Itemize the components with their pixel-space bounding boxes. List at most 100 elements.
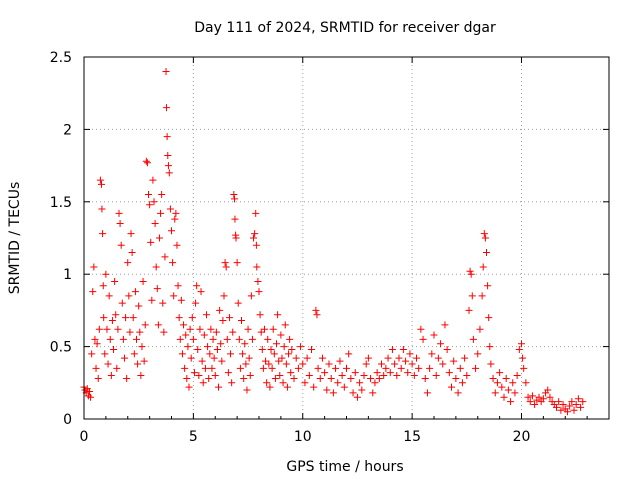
data-point: [115, 209, 123, 217]
data-point: [258, 345, 266, 353]
data-point: [239, 350, 247, 358]
data-point: [292, 354, 300, 362]
data-point: [504, 386, 512, 394]
data-point: [129, 314, 137, 322]
data-point: [509, 379, 517, 387]
data-point: [184, 343, 192, 351]
data-point: [413, 354, 420, 362]
y-tick-label: 1: [63, 267, 72, 283]
data-point: [118, 299, 126, 307]
data-point: [103, 325, 111, 333]
data-point: [90, 263, 98, 271]
data-point: [486, 343, 494, 351]
data-point: [384, 354, 392, 362]
data-point: [469, 335, 477, 343]
data-point: [134, 360, 142, 368]
data-point: [265, 360, 273, 368]
data-point: [117, 241, 125, 249]
data-point: [371, 379, 379, 387]
data-point: [206, 350, 214, 358]
data-point: [518, 340, 525, 348]
data-point: [299, 360, 307, 368]
data-point: [373, 369, 381, 377]
data-point: [107, 372, 115, 380]
data-point: [215, 383, 223, 391]
data-point: [343, 364, 350, 372]
data-point: [277, 331, 285, 339]
data-point: [152, 263, 160, 271]
data-point: [108, 317, 116, 325]
data-point: [481, 234, 489, 242]
data-point: [110, 345, 118, 353]
data-point: [364, 354, 372, 362]
data-point: [242, 360, 250, 368]
data-point: [312, 306, 320, 314]
data-point: [128, 248, 136, 256]
data-point: [316, 374, 324, 382]
data-point: [255, 288, 263, 296]
data-point: [282, 360, 290, 368]
data-point: [485, 314, 493, 322]
data-point: [124, 259, 132, 267]
data-point: [173, 241, 181, 249]
data-point: [358, 386, 366, 394]
data-point: [149, 176, 157, 184]
chart-title: Day 111 of 2024, SRMTID for receiver dga…: [194, 20, 496, 36]
data-point: [88, 350, 96, 358]
data-point: [338, 372, 346, 380]
data-point: [434, 354, 442, 362]
data-point: [163, 133, 171, 141]
data-point: [378, 360, 385, 368]
data-point: [519, 354, 527, 362]
data-point: [410, 372, 418, 380]
data-point: [480, 230, 488, 238]
data-point: [217, 340, 225, 348]
data-point: [122, 314, 130, 322]
data-point: [271, 374, 279, 382]
data-point: [159, 299, 167, 307]
data-point: [423, 389, 431, 397]
data-point: [276, 372, 284, 380]
data-point: [313, 311, 321, 319]
data-point: [274, 311, 282, 319]
data-point: [101, 350, 109, 358]
data-point: [428, 350, 436, 358]
data-point: [443, 345, 451, 353]
tick-labels: 0 5 10 15 20 0 0.5 1 1.5 2 2.5: [50, 50, 531, 445]
data-point: [297, 343, 305, 351]
data-point: [183, 374, 191, 382]
data-point: [141, 321, 149, 329]
data-point: [198, 357, 206, 365]
data-point: [574, 395, 582, 403]
data-point: [230, 191, 238, 199]
data-point: [417, 325, 425, 333]
data-point: [203, 311, 210, 319]
data-point: [546, 393, 554, 401]
data-point: [290, 374, 298, 382]
data-point: [308, 345, 315, 353]
data-point: [524, 393, 532, 401]
data-point: [256, 311, 264, 319]
data-point: [579, 398, 587, 406]
data-point: [99, 282, 107, 290]
data-point: [281, 321, 289, 329]
data-point: [200, 331, 208, 339]
data-point: [150, 198, 158, 206]
data-point: [231, 195, 238, 203]
data-point: [386, 369, 394, 377]
data-point: [233, 259, 241, 267]
data-point: [112, 311, 120, 319]
data-point: [515, 345, 523, 353]
data-point: [85, 387, 93, 395]
data-point: [91, 335, 99, 343]
data-point: [332, 364, 340, 372]
data-point: [192, 299, 200, 307]
data-point: [111, 277, 119, 285]
data-point: [288, 345, 296, 353]
grid-lines: [84, 57, 609, 419]
data-points: [80, 67, 587, 416]
data-point: [160, 328, 168, 336]
data-point: [520, 364, 528, 372]
data-point: [92, 364, 100, 372]
data-point: [248, 335, 256, 343]
